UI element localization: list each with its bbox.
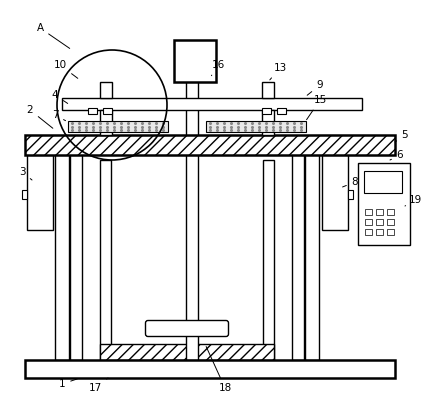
Bar (22, 190, 27, 199)
Text: 3: 3 (19, 167, 32, 180)
Text: 7: 7 (52, 110, 66, 121)
Bar (387, 219, 394, 225)
Text: A: A (36, 23, 70, 48)
Text: 18: 18 (206, 346, 232, 393)
Bar (100, 110, 112, 135)
Bar (174, 40, 216, 82)
Text: 8: 8 (342, 177, 358, 187)
Bar (103, 108, 112, 114)
Text: 9: 9 (307, 80, 323, 95)
Bar (305, 145, 319, 360)
Bar (100, 82, 112, 98)
Bar (348, 190, 353, 199)
Bar (376, 229, 383, 235)
Text: 10: 10 (54, 60, 78, 78)
Bar (206, 121, 306, 132)
Bar (100, 160, 111, 360)
Bar (263, 160, 274, 360)
Bar (62, 98, 362, 110)
Text: 19: 19 (405, 195, 422, 206)
Bar (358, 163, 410, 245)
Bar (25, 135, 395, 155)
FancyBboxPatch shape (145, 320, 229, 336)
Bar (262, 82, 274, 98)
Bar (277, 108, 286, 114)
Bar (387, 209, 394, 215)
Text: 6: 6 (390, 150, 403, 160)
Bar (186, 80, 198, 360)
Bar (322, 152, 348, 230)
Bar (365, 209, 372, 215)
Bar (376, 209, 383, 215)
Bar (292, 145, 304, 360)
Text: 4: 4 (52, 90, 68, 104)
Text: 2: 2 (27, 105, 53, 128)
Bar (88, 108, 97, 114)
Bar (376, 219, 383, 225)
Bar (365, 229, 372, 235)
Bar (364, 171, 402, 193)
Bar (68, 121, 168, 132)
Text: 5: 5 (395, 130, 408, 142)
Bar (262, 110, 274, 135)
Text: 16: 16 (211, 60, 225, 76)
Bar (27, 152, 53, 230)
Text: 15: 15 (307, 95, 326, 120)
Bar (262, 108, 271, 114)
Bar (70, 145, 82, 360)
Bar (55, 145, 69, 360)
Text: 1: 1 (58, 379, 78, 389)
Bar (387, 229, 394, 235)
Bar (100, 344, 274, 360)
Text: 17: 17 (88, 378, 108, 393)
Bar (365, 219, 372, 225)
Text: 13: 13 (270, 63, 287, 80)
Bar (25, 360, 395, 378)
